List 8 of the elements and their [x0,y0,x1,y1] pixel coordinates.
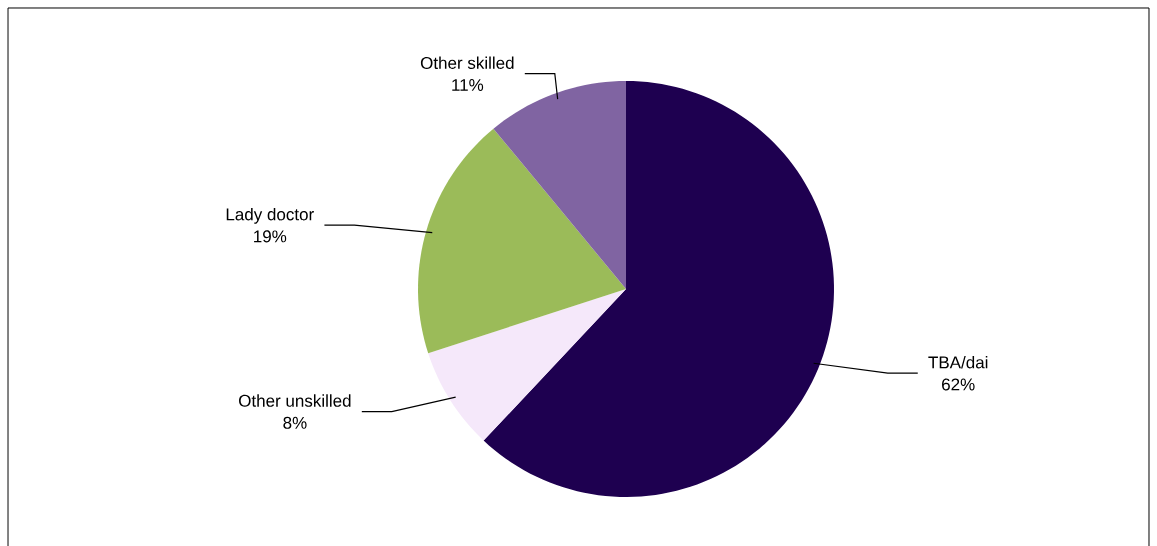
data-label: 8% [283,416,307,429]
data-label: 11% [452,79,484,91]
slice-label: Other skilled [420,56,514,69]
slice-label: Other unskilled [239,394,351,407]
data-label: 19% [254,230,287,243]
slice-label: Lady doctor [226,207,314,224]
data-label: 62% [942,378,975,391]
slice-label: TBA/dai [928,355,988,369]
